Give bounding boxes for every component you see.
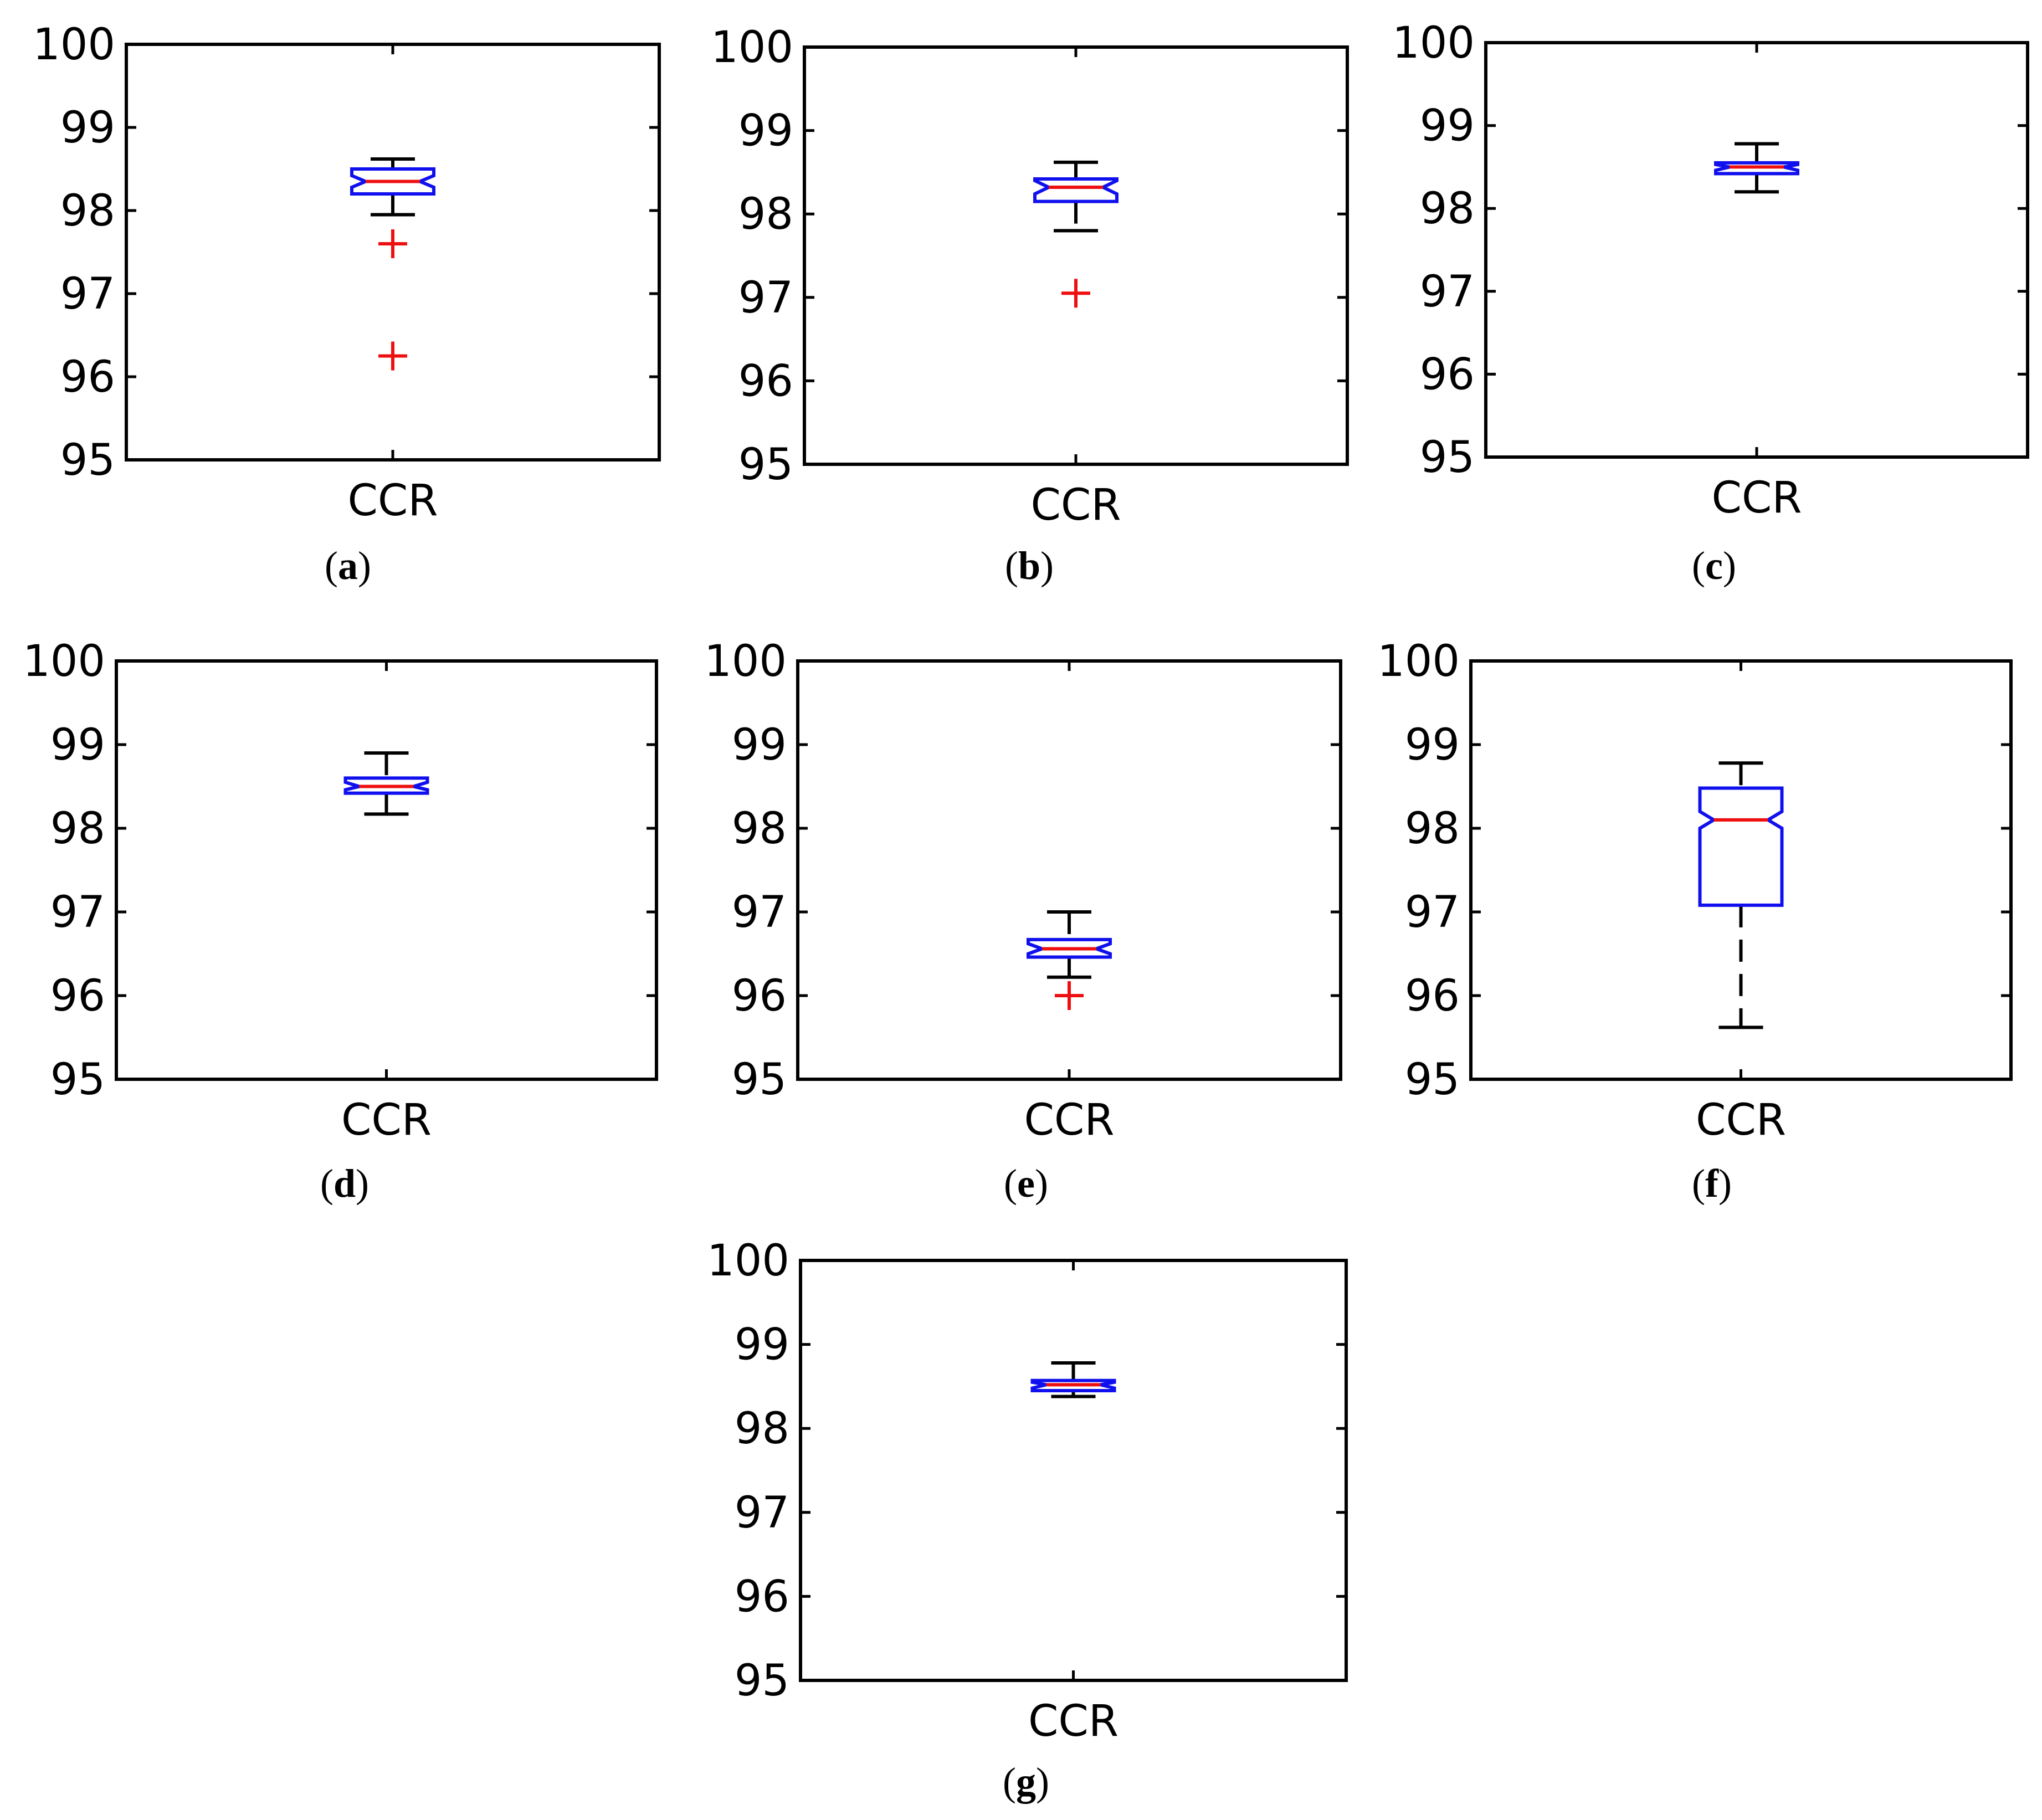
x-category-label: CCR [1030,480,1121,530]
y-tick-label: 99 [1420,101,1475,151]
y-tick-label: 95 [60,435,115,485]
y-tick-label: 96 [60,352,115,402]
y-tick-label: 97 [1405,888,1460,937]
y-tick-label: 98 [1405,804,1460,854]
y-tick-label: 95 [738,440,793,490]
y-tick-label: 97 [60,269,115,319]
y-tick-label: 98 [50,804,105,854]
outlier-marker [378,341,407,371]
iqr-box [1714,161,1799,176]
y-tick-label: 99 [738,106,793,156]
iqr-box [1030,1378,1116,1392]
panel-g: 95 96 97 98 99 100 CCR (g) [707,1236,1348,1804]
panel-f: 95 96 97 98 99 100 CCR (f) [1377,637,2013,1206]
y-tick-label: 95 [1405,1055,1460,1105]
panel-label: (b) [1005,544,1054,588]
axes-frame [796,659,1342,1081]
panel-label: (f) [1692,1161,1732,1206]
y-tick-label: 97 [738,273,793,323]
panel-label: (c) [1692,544,1736,588]
panel-label: (d) [320,1161,369,1206]
x-category-label: CCR [1028,1696,1119,1746]
y-tick-label: 95 [50,1055,105,1105]
y-tick-label: 97 [735,1488,789,1538]
y-tick-label: 96 [1420,350,1475,399]
axes-frame [799,1259,1348,1682]
iqr-box [1027,937,1112,959]
y-tick-label: 95 [735,1656,789,1706]
outlier-marker [1055,981,1084,1010]
axes-frame [1484,41,2029,459]
y-tick-label: 97 [50,888,105,937]
iqr-box [1698,786,1784,907]
x-category-label: CCR [1711,473,1802,523]
x-category-label: CCR [1024,1095,1114,1145]
y-tick-label: 100 [1377,637,1460,686]
y-tick-label: 96 [738,356,793,406]
x-category-label: CCR [347,476,438,526]
panel-d: 95 96 97 98 99 100 CCR (d) [23,637,658,1206]
outlier-marker [378,229,407,258]
x-category-label: CCR [341,1095,432,1145]
y-tick-label: 97 [732,888,787,937]
y-tick-label: 95 [732,1055,787,1105]
panel-label: (e) [1004,1161,1048,1206]
y-tick-label: 99 [1405,720,1460,770]
y-tick-label: 99 [732,720,787,770]
y-tick-label: 99 [735,1320,789,1370]
panel-label: (a) [325,544,371,588]
y-tick-label: 96 [1405,971,1460,1021]
axes-frame [115,659,658,1081]
iqr-box [343,776,429,795]
iqr-box [350,167,435,196]
y-tick-label: 100 [23,637,105,686]
panel-a: 95 96 97 98 99 100 CCR (a) [33,20,661,588]
y-tick-label: 98 [60,186,115,236]
panel-label: (g) [1003,1760,1049,1804]
y-tick-label: 99 [50,720,105,770]
y-tick-label: 98 [735,1404,789,1454]
y-tick-label: 100 [707,1236,789,1286]
y-tick-label: 96 [732,971,787,1021]
x-category-label: CCR [1696,1095,1786,1145]
outlier-marker [1061,279,1090,308]
iqr-box [1033,177,1119,203]
y-tick-label: 100 [1392,18,1475,68]
y-tick-label: 98 [1420,184,1475,234]
panel-b: 95 96 97 98 99 100 CCR (b) [711,23,1349,588]
y-tick-label: 97 [1420,267,1475,317]
y-tick-label: 100 [704,637,787,686]
panel-e: 95 96 97 98 99 100 CCR (e) [704,637,1342,1206]
y-tick-label: 98 [738,189,793,239]
panel-c: 95 96 97 98 99 100 CCR (c) [1392,18,2029,588]
axes-frame [803,45,1349,466]
y-tick-label: 95 [1420,433,1475,483]
y-tick-label: 99 [60,103,115,153]
y-tick-label: 100 [33,20,115,70]
y-tick-label: 100 [711,23,793,73]
y-tick-label: 96 [735,1572,789,1622]
y-tick-label: 96 [50,971,105,1021]
y-tick-label: 98 [732,804,787,854]
